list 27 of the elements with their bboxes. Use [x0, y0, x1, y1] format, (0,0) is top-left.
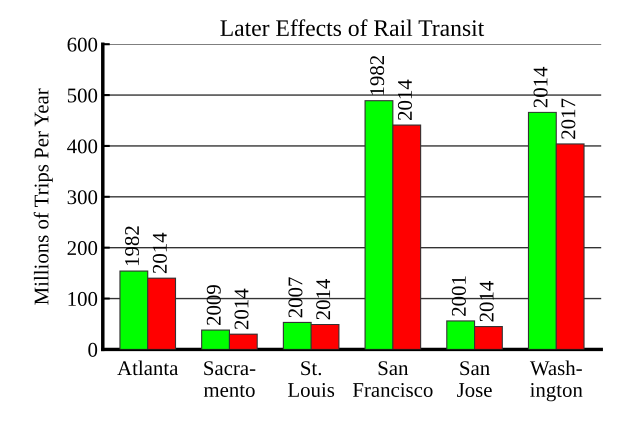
annotation: 1982	[125, 226, 140, 266]
x-tick-label: San Jose	[457, 361, 492, 397]
chart-title: Later Effects of Rail Transit	[220, 19, 484, 36]
y-tick-label: 200	[68, 241, 98, 256]
x-tick-label: Sacra- mento	[204, 361, 256, 397]
annotation: 2017	[561, 98, 576, 139]
y-tick-label: 100	[68, 292, 98, 306]
y-tick-label: 400	[67, 139, 98, 154]
annotation: 2009	[206, 285, 221, 326]
annotation: 2014	[480, 281, 494, 322]
y-tick-label: 0	[88, 342, 98, 357]
annotation: 2007	[288, 277, 302, 318]
annotation: 1982	[370, 56, 384, 95]
annotation: 2001	[452, 276, 466, 316]
x-tick-label: Atlanta	[117, 360, 178, 376]
x-tick-label: Wash- ington	[530, 360, 583, 402]
annotation: 2014	[398, 80, 412, 120]
x-tick-label: San Francisco	[352, 361, 433, 397]
y-axis-title: Millions of Trips Per Year	[34, 88, 53, 305]
y-tick-label: 600	[68, 38, 98, 52]
annotation: 2014	[234, 288, 249, 330]
annotation: 2014	[534, 66, 548, 108]
y-tick-label: 300	[68, 190, 98, 204]
y-tick-label: 500	[68, 88, 98, 103]
annotation: 2014	[316, 278, 330, 320]
x-tick-label: St. Louis	[288, 361, 334, 397]
annotation: 2014	[152, 232, 167, 274]
